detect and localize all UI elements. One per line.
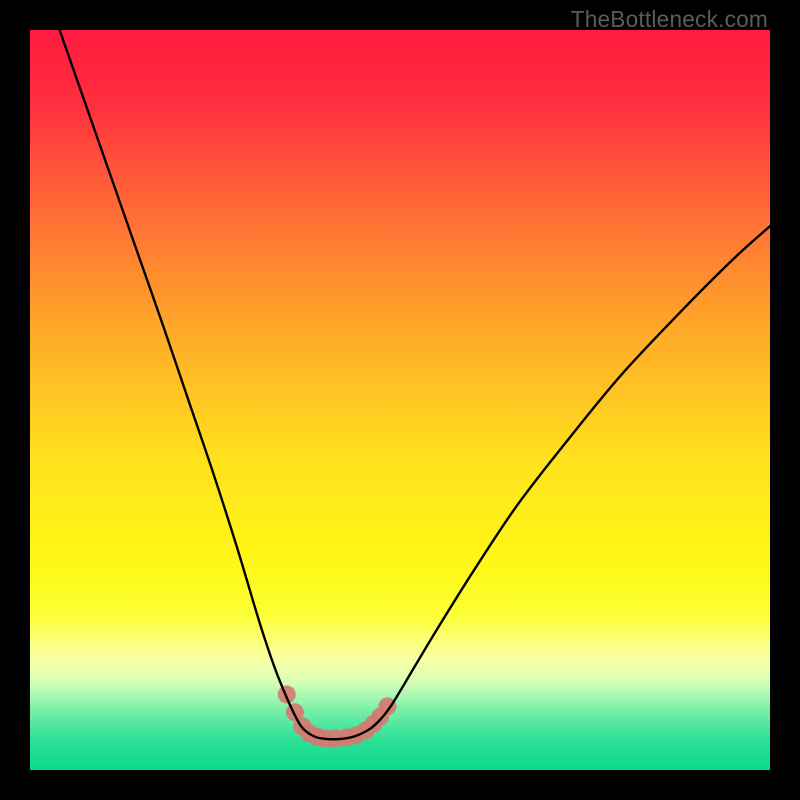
curve-layer <box>30 30 770 770</box>
watermark-text: TheBottleneck.com <box>571 6 768 33</box>
plot-area <box>30 30 770 770</box>
v-curve-path <box>60 30 770 739</box>
chart-stage: { "canvas": { "width": 800, "height": 80… <box>0 0 800 800</box>
marker-dot <box>278 686 296 704</box>
